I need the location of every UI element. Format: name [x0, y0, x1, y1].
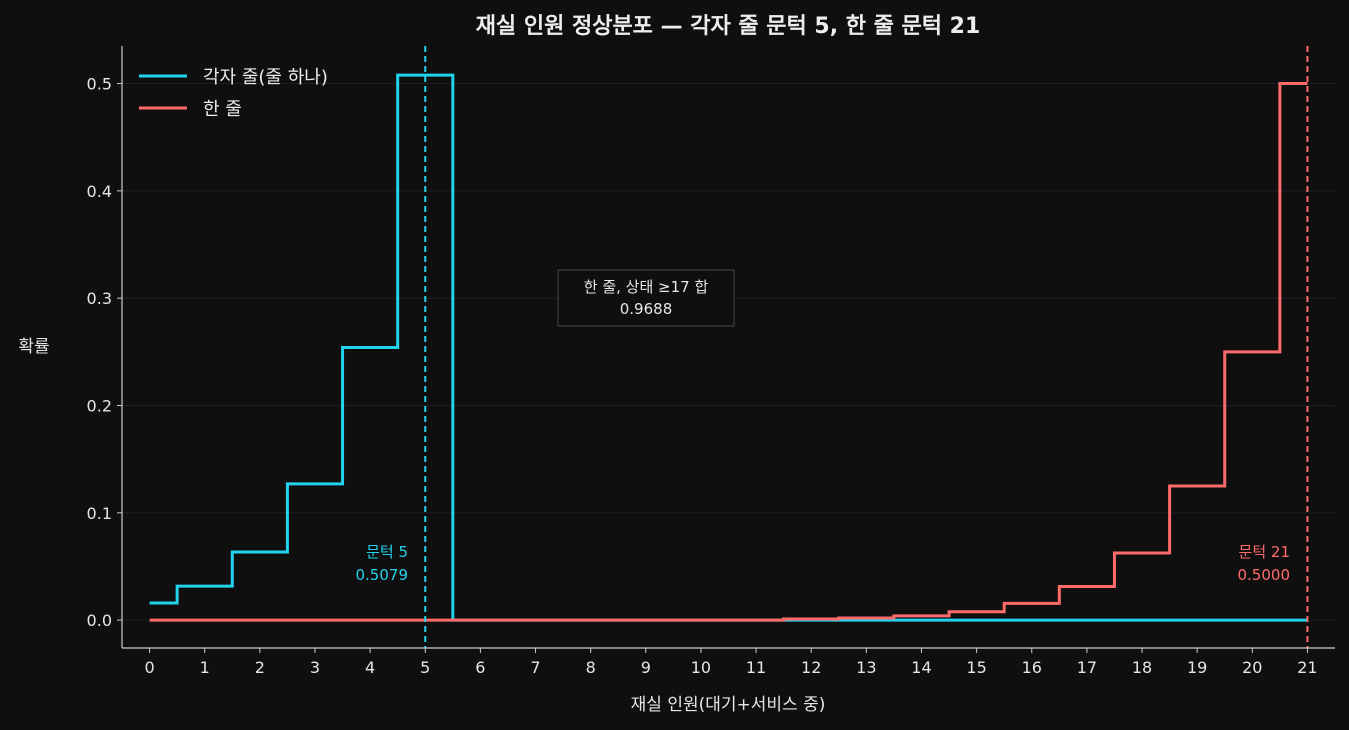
annotation-box: 한 줄, 상태 ≥17 합 0.9688 [557, 269, 735, 327]
threshold-group [424, 46, 1309, 648]
x-tick-label: 9 [641, 658, 651, 677]
y-tick-label: 0.0 [87, 611, 112, 630]
legend-label-separate-queue: 각자 줄(줄 하나) [203, 67, 328, 88]
series-line-1 [149, 82, 1308, 622]
legend: 각자 줄(줄 하나) 한 줄 [139, 67, 328, 120]
x-tick-label: 3 [310, 658, 320, 677]
x-tick-label: 2 [255, 658, 265, 677]
x-tick-label: 18 [1132, 658, 1152, 677]
x-tick-label: 20 [1242, 658, 1262, 677]
x-tick-label: 21 [1297, 658, 1317, 677]
x-tick-label: 1 [200, 658, 210, 677]
annotation-box-frame [557, 269, 735, 327]
x-ticks: 0 1 2 3 4 5 6 7 8 9 10 11 12 13 14 15 16 17 18 19 20 21 [144, 648, 1318, 677]
x-tick-label: 8 [586, 658, 596, 677]
series-group [149, 73, 1308, 622]
y-tick-label: 0.5 [87, 75, 112, 94]
x-tick-label: 13 [856, 658, 876, 677]
x-tick-label: 7 [530, 658, 540, 677]
y-tick-label: 0.2 [87, 396, 112, 415]
threshold-label-single: 문턱 21 [1239, 543, 1290, 561]
x-tick-label: 14 [911, 658, 931, 677]
threshold-annotation-single: 문턱 21 0.5000 [1238, 543, 1291, 584]
x-tick-label: 5 [420, 658, 430, 677]
x-tick-label: 6 [475, 658, 485, 677]
x-tick-label: 19 [1187, 658, 1207, 677]
x-tick-label: 12 [801, 658, 821, 677]
y-tick-label: 0.3 [87, 289, 112, 308]
x-tick-label: 15 [966, 658, 986, 677]
y-ticks: 0.0 0.1 0.2 0.3 0.4 0.5 [87, 75, 122, 630]
x-tick-label: 4 [365, 658, 375, 677]
series-line-0 [149, 73, 1308, 622]
axes [121, 46, 1335, 649]
legend-label-single-queue: 한 줄 [203, 99, 242, 120]
threshold-annotation-separate: 문턱 5 0.5079 [356, 543, 409, 584]
x-tick-label: 11 [746, 658, 766, 677]
y-tick-label: 0.1 [87, 504, 112, 523]
threshold-value-separate: 0.5079 [356, 566, 409, 584]
y-tick-label: 0.4 [87, 182, 112, 201]
threshold-label-separate: 문턱 5 [366, 543, 408, 561]
x-tick-label: 17 [1077, 658, 1097, 677]
threshold-value-single: 0.5000 [1238, 566, 1291, 584]
x-tick-label: 10 [691, 658, 711, 677]
x-axis-label: 재실 인원(대기+서비스 중) [631, 695, 826, 715]
chart-title: 재실 인원 정상분포 — 각자 줄 문턱 5, 한 줄 문턱 21 [476, 14, 981, 39]
grid [122, 83, 1335, 621]
x-tick-label: 16 [1022, 658, 1042, 677]
x-tick-label: 0 [144, 658, 154, 677]
annotation-box-line2: 0.9688 [620, 300, 673, 318]
annotation-box-line1: 한 줄, 상태 ≥17 합 [584, 278, 709, 296]
y-axis-label: 확률 [18, 337, 49, 357]
